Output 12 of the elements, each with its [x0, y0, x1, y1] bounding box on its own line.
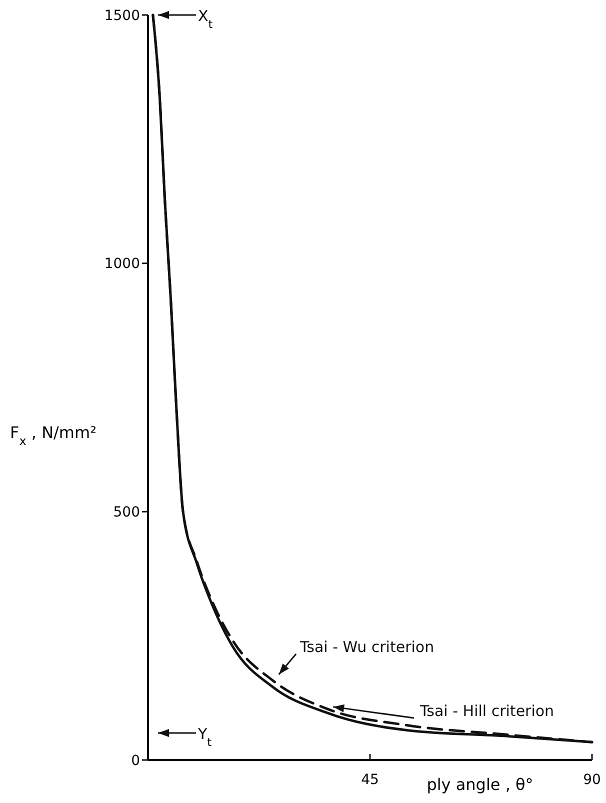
x-tick-label: 90	[583, 772, 601, 788]
x-axis-title: ply angle , θ°	[426, 775, 534, 794]
y-tick-label: 0	[131, 752, 140, 769]
y-tick-label: 1000	[104, 256, 140, 272]
y-tick-label: 500	[113, 504, 140, 521]
annotation: X$_{t}$	[198, 7, 214, 30]
x-tick-label: 45	[361, 772, 379, 788]
annotation: Y$_{t}$	[197, 725, 212, 748]
text: Tsai - Wu criterion	[299, 638, 434, 656]
y-tick-label: 1500	[104, 8, 140, 24]
y-axis-title: F$_{x}$ , N/mm²	[10, 423, 97, 448]
series-label: Tsai - Hill criterion	[419, 702, 554, 720]
